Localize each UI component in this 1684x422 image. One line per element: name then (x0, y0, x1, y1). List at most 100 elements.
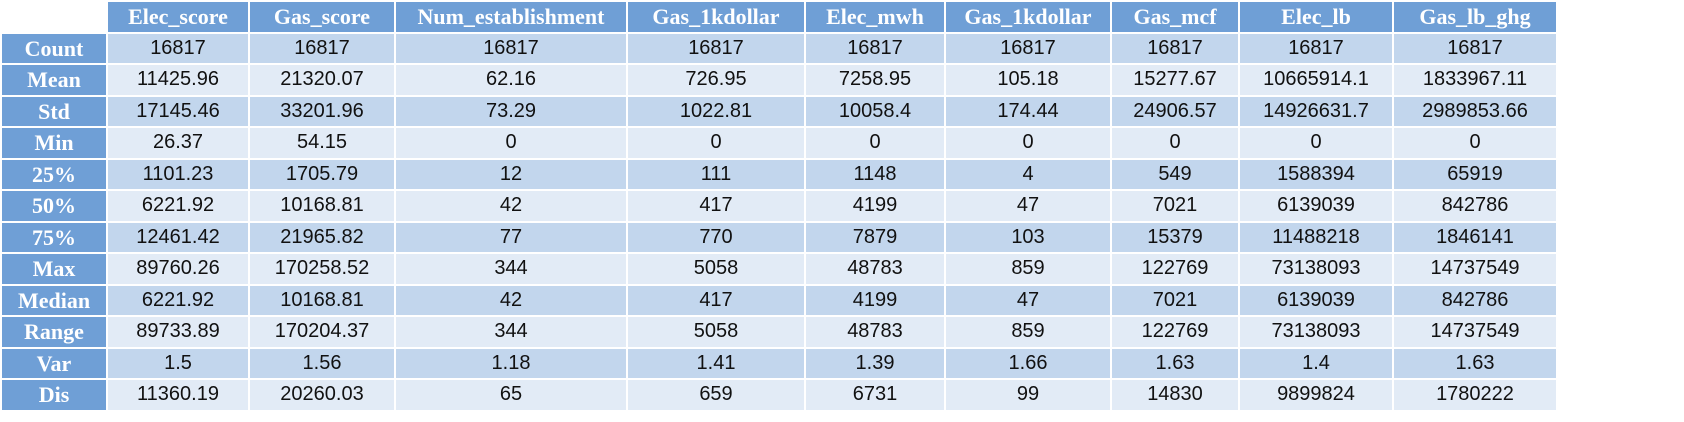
column-header: Elec_score (108, 2, 248, 32)
table-cell: 14926631.7 (1240, 96, 1392, 126)
table-cell: 16817 (250, 33, 394, 63)
table-cell: 73138093 (1240, 254, 1392, 284)
table-cell: 15379 (1112, 222, 1238, 252)
table-cell: 4199 (806, 191, 944, 221)
table-cell: 47 (946, 285, 1110, 315)
table-cell: 7879 (806, 222, 944, 252)
table-cell: 16817 (806, 33, 944, 63)
table-cell: 14737549 (1394, 254, 1556, 284)
table-cell: 111 (628, 159, 804, 189)
table-cell: 77 (396, 222, 626, 252)
table-cell: 65 (396, 380, 626, 410)
table-cell: 12461.42 (108, 222, 248, 252)
table-cell: 17145.46 (108, 96, 248, 126)
table-cell: 11425.96 (108, 65, 248, 95)
table-cell: 1022.81 (628, 96, 804, 126)
table-cell: 1705.79 (250, 159, 394, 189)
header-row: Elec_score Gas_score Num_establishment Gas_… (2, 2, 1556, 32)
table-cell: 5058 (628, 254, 804, 284)
table-cell: 4 (946, 159, 1110, 189)
table-cell: 1.41 (628, 348, 804, 378)
table-cell: 10665914.1 (1240, 65, 1392, 95)
table-cell: 770 (628, 222, 804, 252)
table-cell: 11360.19 (108, 380, 248, 410)
table-cell: 12 (396, 159, 626, 189)
table-cell: 122769 (1112, 317, 1238, 347)
row-header: 50% (2, 191, 106, 221)
table-cell: 0 (396, 128, 626, 158)
table-cell: 16817 (1240, 33, 1392, 63)
table-cell: 7258.95 (806, 65, 944, 95)
table-cell: 33201.96 (250, 96, 394, 126)
table-cell: 1148 (806, 159, 944, 189)
row-header: Var (2, 348, 106, 378)
column-header: Gas_mcf (1112, 2, 1238, 32)
row-header: Count (2, 33, 106, 63)
table-cell: 21320.07 (250, 65, 394, 95)
table-cell: 26.37 (108, 128, 248, 158)
table-cell: 344 (396, 254, 626, 284)
table-cell: 15277.67 (1112, 65, 1238, 95)
table-cell: 10168.81 (250, 285, 394, 315)
table-row: Std 17145.46 33201.96 73.29 1022.81 10058.4 17… (2, 96, 1556, 126)
table-cell: 1.4 (1240, 348, 1392, 378)
table-cell: 16817 (946, 33, 1110, 63)
table-cell: 14737549 (1394, 317, 1556, 347)
table-cell: 6221.92 (108, 191, 248, 221)
table-cell: 1833967.11 (1394, 65, 1556, 95)
table-cell: 0 (946, 128, 1110, 158)
table-row: Count 16817 16817 16817 16817 16817 16817 16817… (2, 33, 1556, 63)
table-row: Max 89760.26 170258.52 344 5058 48783 859 12276… (2, 254, 1556, 284)
table-cell: 859 (946, 317, 1110, 347)
row-header: Median (2, 285, 106, 315)
table-cell: 1.56 (250, 348, 394, 378)
table-cell: 1846141 (1394, 222, 1556, 252)
row-header: Max (2, 254, 106, 284)
column-header: Gas_1kdollar (946, 2, 1110, 32)
table-cell: 73138093 (1240, 317, 1392, 347)
table-cell: 6139039 (1240, 285, 1392, 315)
table-cell: 10058.4 (806, 96, 944, 126)
corner-cell (2, 2, 106, 32)
table-cell: 6221.92 (108, 285, 248, 315)
table-cell: 1.66 (946, 348, 1110, 378)
table-cell: 10168.81 (250, 191, 394, 221)
table-body: Count 16817 16817 16817 16817 16817 16817 16817… (2, 33, 1556, 410)
table-cell: 48783 (806, 317, 944, 347)
table-cell: 14830 (1112, 380, 1238, 410)
row-header: Range (2, 317, 106, 347)
table-cell: 859 (946, 254, 1110, 284)
table-cell: 103 (946, 222, 1110, 252)
table-cell: 21965.82 (250, 222, 394, 252)
row-header: Min (2, 128, 106, 158)
table-cell: 1588394 (1240, 159, 1392, 189)
table-cell: 1101.23 (108, 159, 248, 189)
table-row: 50% 6221.92 10168.81 42 417 4199 47 7021 6139039… (2, 191, 1556, 221)
table-cell: 0 (1240, 128, 1392, 158)
table-cell: 2989853.66 (1394, 96, 1556, 126)
table-cell: 0 (628, 128, 804, 158)
table-cell: 0 (1394, 128, 1556, 158)
table-cell: 105.18 (946, 65, 1110, 95)
table-cell: 16817 (1112, 33, 1238, 63)
column-header: Num_establishment (396, 2, 626, 32)
table-row: Min 26.37 54.15 0 0 0 0 0 0 0 (2, 128, 1556, 158)
table-cell: 4199 (806, 285, 944, 315)
table-cell: 5058 (628, 317, 804, 347)
table-row: 75% 12461.42 21965.82 77 770 7879 103 15379 1148… (2, 222, 1556, 252)
table-cell: 417 (628, 285, 804, 315)
table-cell: 62.16 (396, 65, 626, 95)
row-header: 75% (2, 222, 106, 252)
table-row: Var 1.5 1.56 1.18 1.41 1.39 1.66 1.63 1.4 1.63 (2, 348, 1556, 378)
table-cell: 726.95 (628, 65, 804, 95)
table-cell: 659 (628, 380, 804, 410)
table-cell: 16817 (108, 33, 248, 63)
table-cell: 16817 (628, 33, 804, 63)
table-row: Median 6221.92 10168.81 42 417 4199 47 7021 6139… (2, 285, 1556, 315)
table-cell: 0 (806, 128, 944, 158)
column-header: Gas_score (250, 2, 394, 32)
table-cell: 6139039 (1240, 191, 1392, 221)
table-cell: 7021 (1112, 191, 1238, 221)
table-cell: 1.5 (108, 348, 248, 378)
table-row: 25% 1101.23 1705.79 12 111 1148 4 549 1588394 659… (2, 159, 1556, 189)
